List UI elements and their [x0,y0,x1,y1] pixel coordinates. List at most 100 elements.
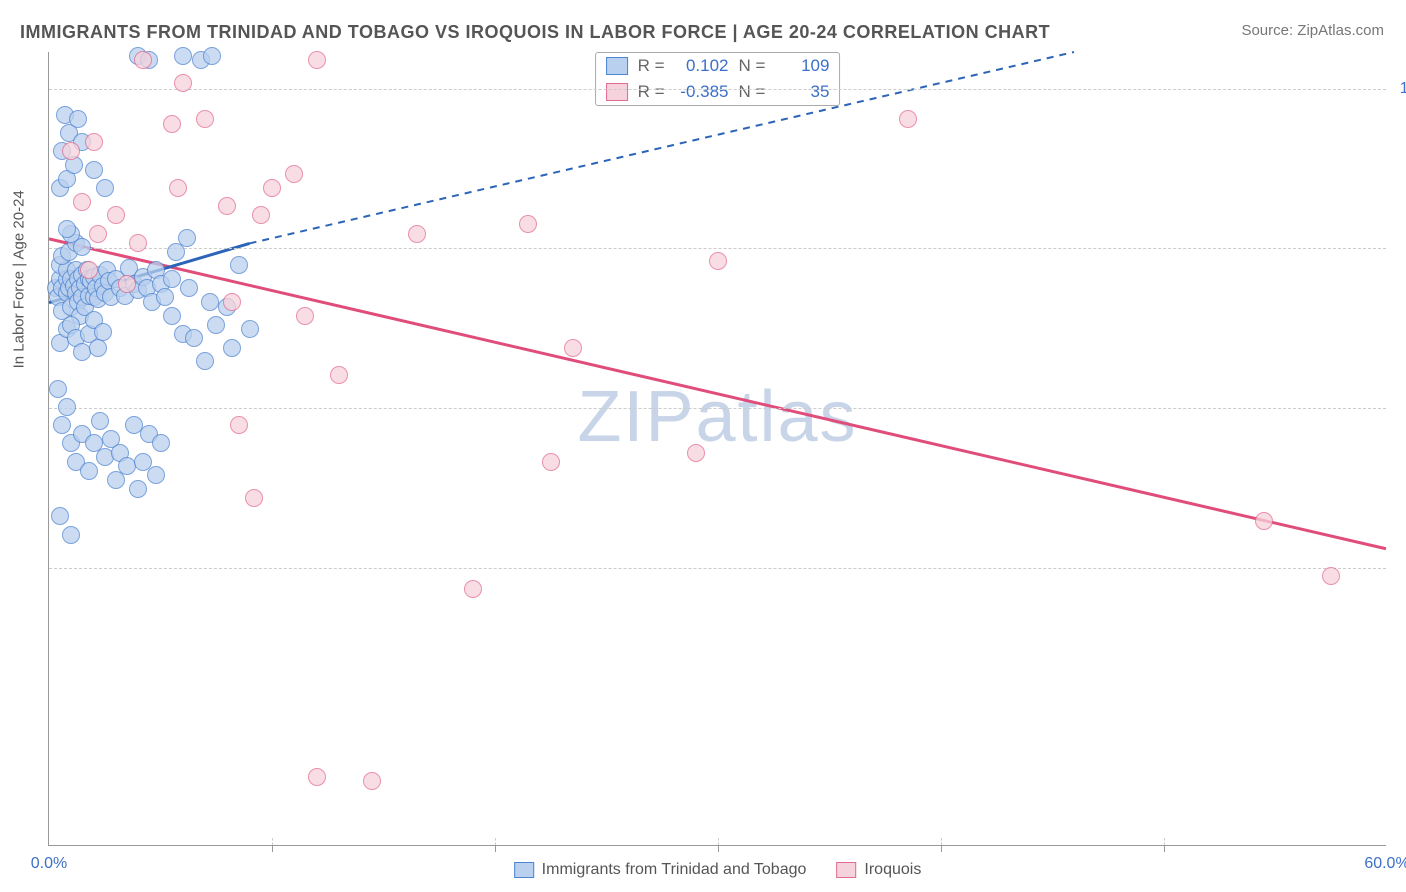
scatter-point [223,293,241,311]
y-tick-label: 100.0% [1394,80,1406,98]
scatter-point [241,320,259,338]
scatter-point [899,110,917,128]
scatter-point [1322,567,1340,585]
scatter-point [80,462,98,480]
r-value: -0.385 [675,82,729,102]
x-tick-label: 0.0% [31,855,67,873]
stats-legend: R = 0.102 N = 109 R = -0.385 N = 35 [595,52,841,106]
trend-lines-svg [49,52,1386,845]
scatter-point [169,179,187,197]
scatter-point [163,270,181,288]
chart-title: IMMIGRANTS FROM TRINIDAD AND TOBAGO VS I… [20,22,1050,43]
scatter-point [80,261,98,279]
gridline-horizontal [49,89,1386,90]
scatter-point [363,772,381,790]
x-tick-label: 60.0% [1364,855,1406,873]
n-value: 109 [775,56,829,76]
r-label: R = [638,82,665,102]
x-tick-mark [1164,845,1165,852]
r-label: R = [638,56,665,76]
scatter-point [252,206,270,224]
scatter-point [285,165,303,183]
scatter-chart: ZIPatlas In Labor Force | Age 20-24 R =0… [48,52,1386,846]
stats-legend-row: R = 0.102 N = 109 [596,53,840,79]
scatter-point [96,179,114,197]
scatter-point [85,133,103,151]
scatter-point [152,434,170,452]
scatter-point [91,412,109,430]
scatter-point [163,307,181,325]
scatter-point [53,416,71,434]
scatter-point [330,366,348,384]
x-tick-mark [495,845,496,852]
scatter-point [245,489,263,507]
scatter-point [1255,512,1273,530]
scatter-point [163,115,181,133]
scatter-point [223,339,241,357]
scatter-point [263,179,281,197]
scatter-point [308,768,326,786]
legend-label: Immigrants from Trinidad and Tobago [542,861,807,879]
y-tick-label: 47.5% [1394,559,1406,577]
scatter-point [519,215,537,233]
scatter-point [196,352,214,370]
scatter-point [62,142,80,160]
gridline-horizontal [49,568,1386,569]
gridline-vertical [1164,838,1165,845]
scatter-point [89,339,107,357]
scatter-point [129,480,147,498]
n-label: N = [739,82,766,102]
scatter-point [296,307,314,325]
x-tick-mark [272,845,273,852]
y-tick-label: 65.0% [1394,399,1406,417]
scatter-point [408,225,426,243]
legend-swatch [514,862,534,878]
scatter-point [147,466,165,484]
scatter-point [134,51,152,69]
gridline-vertical [495,838,496,845]
series-legend: Immigrants from Trinidad and Tobago Iroqu… [514,861,922,879]
scatter-point [118,275,136,293]
scatter-point [107,206,125,224]
scatter-point [218,197,236,215]
scatter-point [58,398,76,416]
scatter-point [94,323,112,341]
n-value: 35 [775,82,829,102]
scatter-point [85,161,103,179]
scatter-point [129,234,147,252]
scatter-point [73,193,91,211]
gridline-horizontal [49,248,1386,249]
legend-item: Immigrants from Trinidad and Tobago [514,861,807,879]
x-tick-mark [718,845,719,852]
scatter-point [69,110,87,128]
scatter-point [464,580,482,598]
x-tick-mark [941,845,942,852]
legend-swatch [606,83,628,101]
scatter-point [542,453,560,471]
stats-legend-row: R = -0.385 N = 35 [596,79,840,105]
scatter-point [203,47,221,65]
scatter-point [180,279,198,297]
scatter-point [709,252,727,270]
scatter-point [58,220,76,238]
r-value: 0.102 [675,56,729,76]
gridline-vertical [718,838,719,845]
legend-label: Iroquois [864,861,921,879]
scatter-point [185,329,203,347]
legend-item: Iroquois [836,861,921,879]
scatter-point [230,256,248,274]
scatter-point [62,526,80,544]
scatter-point [207,316,225,334]
scatter-point [156,288,174,306]
scatter-point [196,110,214,128]
gridline-horizontal [49,408,1386,409]
source-attribution: Source: ZipAtlas.com [1241,22,1384,39]
scatter-point [89,225,107,243]
scatter-point [564,339,582,357]
legend-swatch [606,57,628,75]
legend-swatch [836,862,856,878]
scatter-point [174,47,192,65]
n-label: N = [739,56,766,76]
y-axis-title: In Labor Force | Age 20-24 [11,190,28,368]
scatter-point [201,293,219,311]
